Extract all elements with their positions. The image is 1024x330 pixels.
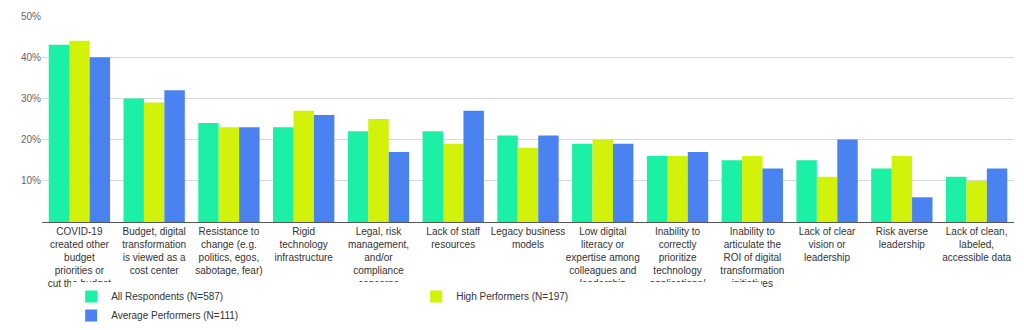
html-text:Inability to: Inability to <box>655 226 701 237</box>
svg-text:Inability toarticulate theROI: Inability toarticulate theROI of digital… <box>720 226 784 289</box>
html-text:applications/: applications/ <box>649 278 706 289</box>
svg-text:50%: 50% <box>21 11 41 22</box>
svg-text:Resistance tochange (e.g.polit: Resistance tochange (e.g.politics, egos,… <box>195 226 262 276</box>
svg-text:Average Performers (N=111): Average Performers (N=111) <box>111 310 238 321</box>
html-text:prioritize: prioritize <box>658 252 697 263</box>
svg-text:40%: 40% <box>21 52 41 63</box>
svg-text:Risk averseleadership: Risk averseleadership <box>876 226 929 250</box>
svg-text:Lack of clearvision orleadersh: Lack of clearvision orleadership <box>799 226 856 263</box>
svg-text:COVID-19created otherbudgetpri: COVID-19created otherbudgetpriorities or… <box>48 226 112 289</box>
svg-text:Low digitalliteracy orexpertis: Low digitalliteracy orexpertise amongcol… <box>566 226 640 289</box>
svg-text:Lack of clean,labeled,accessib: Lack of clean,labeled,accessible data <box>942 226 1011 263</box>
svg-text:30%: 30% <box>21 93 41 104</box>
svg-text:20%: 20% <box>21 134 41 145</box>
svg-text:10%: 10% <box>21 175 41 186</box>
html-text:technology: technology <box>653 265 702 276</box>
svg-text:Budget, digitaltransformationi: Budget, digitaltransformationis viewed a… <box>122 226 186 276</box>
svg-text:Legacy businessmodels: Legacy businessmodels <box>491 226 566 250</box>
svg-text:High Performers (N=197): High Performers (N=197) <box>456 291 568 302</box>
svg-text:Rigidtechnologyinfrastructure: Rigidtechnologyinfrastructure <box>275 226 334 263</box>
svg-text:Legal, riskmanagement,and/orco: Legal, riskmanagement,and/orcomplianceco… <box>348 226 409 289</box>
svg-text:Lack of staffresources: Lack of staffresources <box>426 226 480 250</box>
html-text:use cases: use cases <box>655 291 701 302</box>
html-text:correctly: correctly <box>658 239 697 250</box>
svg-text:All Respondents (N=587): All Respondents (N=587) <box>111 291 223 302</box>
